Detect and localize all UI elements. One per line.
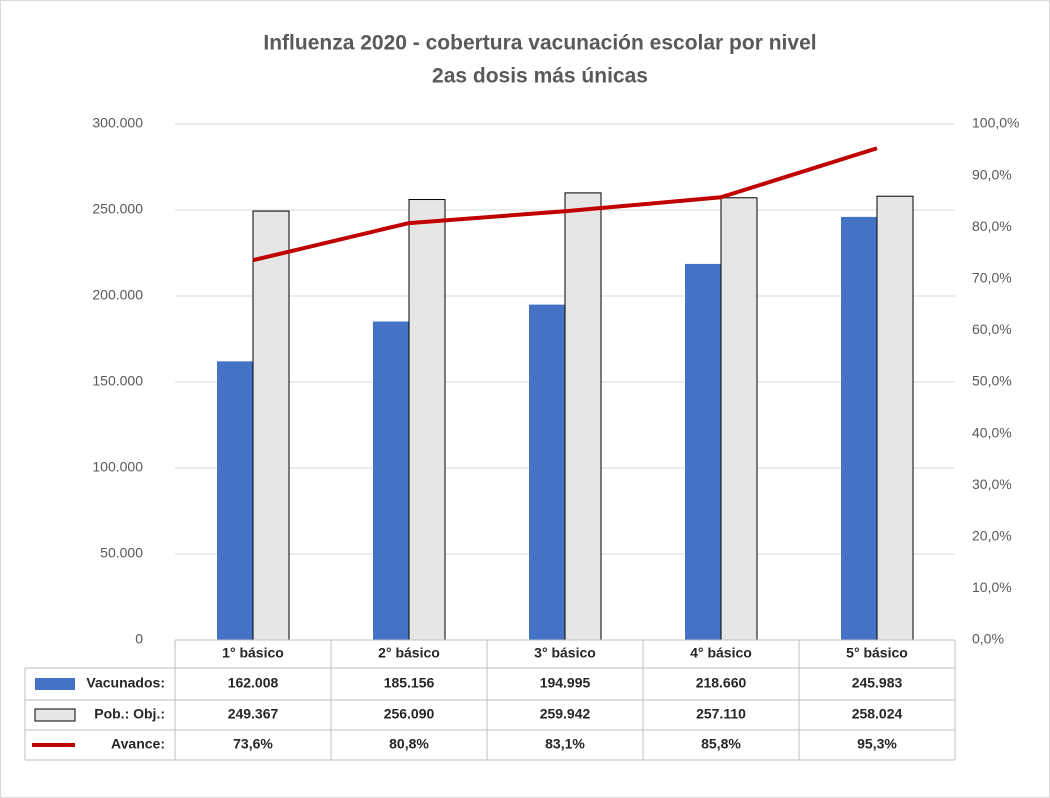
bar [252,210,290,641]
bar [217,361,253,640]
bar [373,321,409,640]
table-value: 218.660 [696,675,747,691]
table-value: 258.024 [852,706,903,722]
y2-tick-label: 30,0% [972,476,1012,492]
bar [564,192,602,641]
table-value: 245.983 [852,675,903,691]
bar [529,304,565,640]
x-tick-label: 1° básico [222,645,284,661]
y-tick-label: 100.000 [92,459,143,475]
table-value: 257.110 [696,706,746,722]
legend-key [34,708,76,722]
x-tick-label: 2° básico [378,645,440,661]
table-value: 85,8% [701,736,741,752]
legend-label: Avance: [111,736,165,752]
x-tick-label: 4° básico [690,645,752,661]
y2-tick-label: 10,0% [972,579,1012,595]
x-tick-label: 3° básico [534,645,596,661]
chart-title: Influenza 2020 - cobertura vacunación es… [263,32,816,55]
table-value: 194.995 [540,675,591,691]
table-value: 73,6% [233,736,273,752]
bar [685,263,721,640]
table-value: 256.090 [384,706,435,722]
table-value: 259.942 [540,706,591,722]
y2-tick-label: 80,0% [972,218,1012,234]
table-value: 185.156 [384,675,435,691]
legend-label: Pob.: Obj.: [94,706,165,722]
table-value: 249.367 [228,706,279,722]
y2-tick-label: 50,0% [972,373,1012,389]
y2-tick-label: 100,0% [972,115,1019,131]
y2-tick-label: 40,0% [972,424,1012,440]
table-value: 95,3% [857,736,897,752]
y2-tick-label: 70,0% [972,270,1012,286]
y-tick-label: 150.000 [92,373,143,389]
legend-label: Vacunados: [86,675,165,691]
y-tick-label: 300.000 [92,115,143,131]
table-value: 83,1% [545,736,585,752]
table-value: 80,8% [389,736,429,752]
bar [720,197,758,641]
bar [841,216,877,640]
legend-key [35,678,75,690]
y-tick-label: 250.000 [92,201,143,217]
bar [876,195,914,641]
x-tick-label: 5° básico [846,645,908,661]
bar [408,199,446,641]
y2-tick-label: 0,0% [972,631,1004,647]
line [252,146,878,263]
table-value: 162.008 [228,675,279,691]
y-tick-label: 200.000 [92,287,143,303]
chart-subtitle: 2as dosis más únicas [432,65,648,88]
y2-tick-label: 60,0% [972,321,1012,337]
y2-tick-label: 20,0% [972,528,1012,544]
y2-tick-label: 90,0% [972,166,1012,182]
y-tick-label: 50.000 [100,545,143,561]
y-tick-label: 0 [135,631,143,647]
